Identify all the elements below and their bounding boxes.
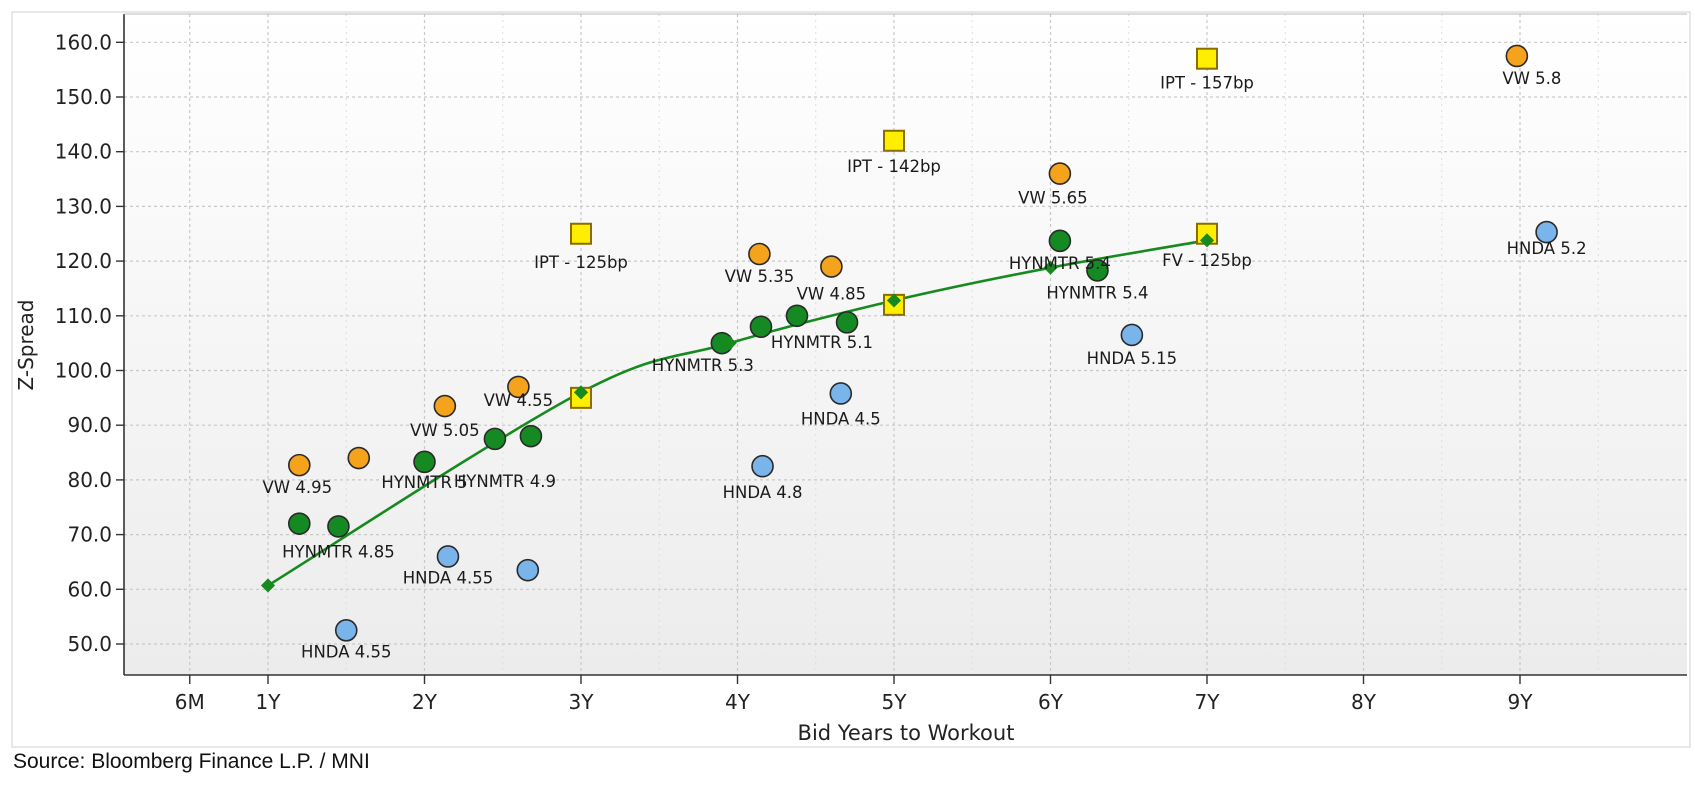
ipt-marker xyxy=(1196,47,1218,70)
point-label: VW 4.55 xyxy=(484,391,554,410)
vw-marker xyxy=(1048,162,1072,185)
y-tick-label: 160.0 xyxy=(55,30,112,54)
x-tick-label: 1Y xyxy=(256,690,282,714)
point-label: VW 5.8 xyxy=(1502,69,1561,88)
hynmtr-marker xyxy=(1086,259,1109,282)
hnda-marker xyxy=(516,558,540,582)
point-label: IPT - 157bp xyxy=(1160,74,1254,93)
hynmtr-marker xyxy=(483,427,507,451)
hynmtr-marker xyxy=(749,315,773,339)
y-tick-labels: 50.0 60.0 70.0 80.0 90.0 100.0 110.0 120.0 130.0… xyxy=(55,30,112,656)
y-tick-label: 120.0 xyxy=(55,249,112,273)
point-label: HYNMTR 4.85 xyxy=(282,542,395,561)
x-tick-label: 7Y xyxy=(1195,690,1221,714)
hynmtr-marker xyxy=(785,304,809,328)
hnda-marker xyxy=(829,382,853,405)
y-tick-label: 110.0 xyxy=(55,304,112,328)
y-axis-title: Z-Spread xyxy=(14,300,38,391)
point-label: HYNMTR 5 xyxy=(381,473,467,492)
curve-marker xyxy=(573,385,589,400)
grid-lines xyxy=(124,14,1687,675)
hnda-marker xyxy=(334,619,358,642)
curve-marker xyxy=(722,336,737,351)
point-label: HNDA 5.15 xyxy=(1087,349,1177,368)
x-tick-label: 5Y xyxy=(882,690,908,714)
y-tick-label: 80.0 xyxy=(67,468,112,492)
point-label: VW 5.35 xyxy=(725,267,795,286)
vw-marker xyxy=(433,394,457,418)
y-tick-label: 100.0 xyxy=(55,359,112,383)
curve-marker xyxy=(886,293,902,308)
hynmtr-marker xyxy=(835,311,859,334)
point-label: IPT - 142bp xyxy=(847,157,941,176)
hnda-marker xyxy=(436,545,460,568)
y-tick-label: 50.0 xyxy=(67,632,112,656)
hnda-marker xyxy=(751,454,774,478)
x-tick-label: 6Y xyxy=(1038,690,1064,714)
x-tick-label: 6M xyxy=(175,690,205,714)
point-label: HNDA 5.2 xyxy=(1507,239,1587,258)
point-label: HYNMTR 5.4 xyxy=(1046,283,1148,302)
point-label: IPT - 125bp xyxy=(534,253,628,272)
vw-marker xyxy=(748,242,771,266)
point-label: HYNMTR 4.9 xyxy=(454,472,556,491)
hnda-marker xyxy=(1535,220,1558,244)
point-label: HNDA 4.8 xyxy=(723,483,803,502)
vw-marker xyxy=(820,255,843,278)
curve-marker xyxy=(260,578,276,593)
x-tick-label: 8Y xyxy=(1351,690,1377,714)
point-label: HYNMTR 5.1 xyxy=(771,333,873,352)
y-tick-label: 90.0 xyxy=(67,413,112,437)
x-tick-labels: 6M 1Y 2Y 3Y 4Y 5Y 6Y 7Y 8Y 9Y xyxy=(175,690,1533,714)
curve-marker xyxy=(1199,233,1215,248)
ipt-marker xyxy=(570,222,592,245)
point-label: VW 4.85 xyxy=(797,285,867,304)
vw-marker xyxy=(507,375,530,399)
curve-marker xyxy=(1043,260,1058,275)
point-label: VW 4.95 xyxy=(263,478,333,497)
data-points xyxy=(260,44,1558,642)
y-tick-label: 60.0 xyxy=(67,577,112,601)
vw-marker xyxy=(347,446,371,470)
ipt-marker xyxy=(883,129,905,152)
hynmtr-marker xyxy=(1048,229,1072,253)
x-axis-title: Bid Years to Workout xyxy=(798,721,1015,745)
y-tick-label: 150.0 xyxy=(55,85,112,109)
point-label: HNDA 4.55 xyxy=(301,642,391,661)
point-label: HNDA 4.55 xyxy=(403,568,493,587)
axes xyxy=(116,13,1687,684)
plot-area xyxy=(124,14,1687,675)
source-note: Source: Bloomberg Finance L.P. / MNI xyxy=(13,750,370,773)
hynmtr-marker xyxy=(327,515,350,538)
point-label: VW 5.05 xyxy=(410,421,480,440)
y-tick-label: 130.0 xyxy=(55,194,112,218)
x-tick-label: 2Y xyxy=(412,690,438,714)
y-tick-label: 70.0 xyxy=(67,523,112,547)
hynmtr-marker xyxy=(287,512,311,535)
point-label: HNDA 4.5 xyxy=(801,409,881,428)
vw-marker xyxy=(287,453,311,477)
hynmtr-marker xyxy=(519,424,543,448)
point-label: FV - 125bp xyxy=(1162,251,1252,270)
x-tick-label: 9Y xyxy=(1508,690,1534,714)
x-tick-label: 4Y xyxy=(725,690,751,714)
point-label: HYNMTR 5.3 xyxy=(652,356,754,375)
hnda-marker xyxy=(1120,323,1144,347)
y-tick-label: 140.0 xyxy=(55,140,112,164)
vw-marker xyxy=(1505,44,1529,68)
point-label: HYNMTR 5.4 xyxy=(1009,254,1111,273)
hynmtr-marker xyxy=(413,450,436,474)
point-label: VW 5.65 xyxy=(1018,189,1088,208)
x-tick-label: 3Y xyxy=(569,690,595,714)
